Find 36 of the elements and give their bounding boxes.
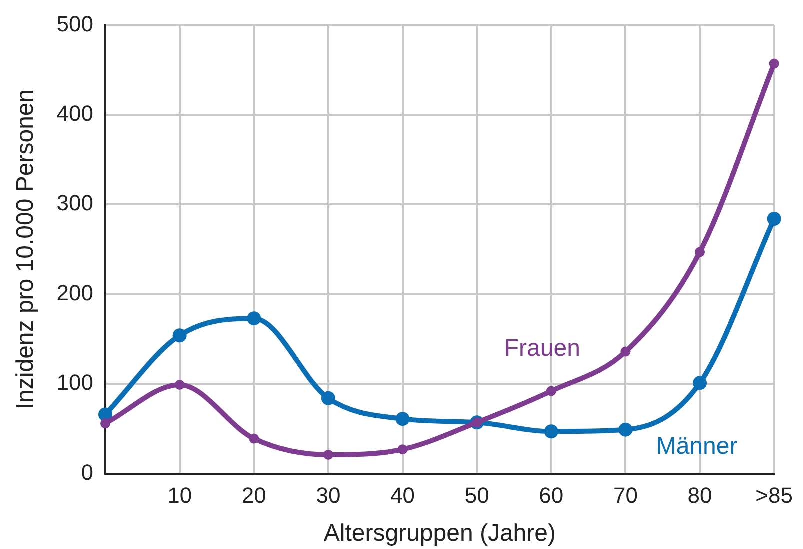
point — [398, 444, 408, 455]
y-tick-label: 0 — [81, 460, 94, 485]
point — [546, 386, 556, 396]
x-tick-label: 50 — [464, 483, 490, 508]
y-tick-label: 100 — [56, 370, 94, 396]
y-tick-label: 500 — [56, 11, 94, 36]
point — [323, 450, 334, 460]
point — [249, 434, 260, 444]
y-axis-title: Inzidenz pro 10.000 Personen — [12, 89, 40, 410]
x-tick-label: 20 — [242, 483, 266, 508]
point — [695, 247, 706, 258]
x-tick-label: 60 — [539, 483, 564, 508]
point — [620, 346, 631, 357]
point — [247, 312, 262, 326]
x-tick-label: 80 — [688, 483, 712, 508]
point — [321, 391, 336, 406]
point — [396, 412, 410, 426]
x-tick-label: 30 — [316, 483, 341, 508]
x-tick-label: 40 — [390, 483, 416, 508]
x-tick-label: 10 — [168, 483, 192, 508]
series-label: Frauen — [504, 334, 580, 362]
point — [767, 212, 782, 226]
y-tick-label: 400 — [56, 100, 94, 126]
point — [100, 418, 111, 429]
x-tick-label: >85 — [756, 483, 794, 508]
point — [544, 424, 558, 439]
x-tick-label: 70 — [613, 483, 638, 508]
point — [174, 380, 185, 390]
point — [693, 376, 708, 390]
series-label: Männer — [656, 432, 738, 460]
y-tick-label: 200 — [56, 280, 94, 306]
point — [769, 58, 780, 69]
point — [618, 422, 633, 437]
x-axis-title: Altersgruppen (Jahre) — [324, 520, 556, 548]
point — [172, 328, 187, 343]
y-tick-label: 300 — [56, 190, 94, 216]
